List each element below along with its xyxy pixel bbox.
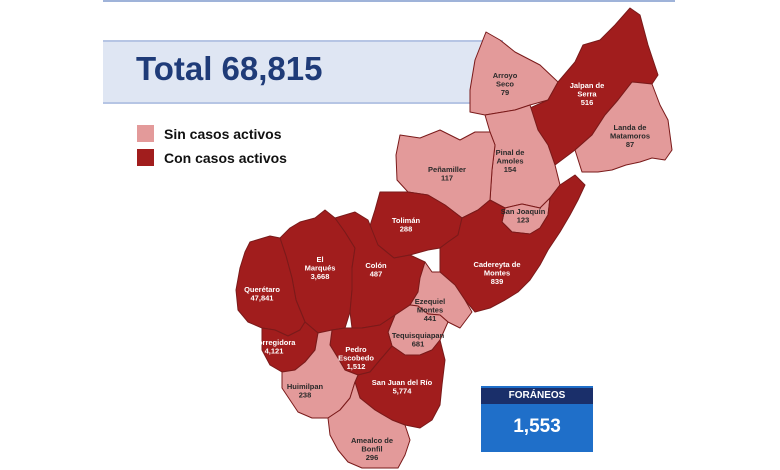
label-muni-7: Cadereyta de Montes 839 bbox=[473, 260, 520, 286]
label-muni-17: Amealco de Bonfil 296 bbox=[351, 436, 393, 462]
label-muni-13: Corregidora 4,121 bbox=[253, 338, 297, 356]
label-muni-3: Pinal de Amoles 154 bbox=[496, 148, 525, 174]
label-muni-4: Peñamiller 117 bbox=[428, 165, 466, 183]
total-banner bbox=[103, 40, 503, 104]
label-muni-12: Tequisquiapan 681 bbox=[392, 331, 445, 349]
legend-label-inactive: Sin casos activos bbox=[164, 125, 282, 142]
legend-item-inactive: Sin casos activos bbox=[137, 125, 282, 142]
label-muni-16: Huimilpan 238 bbox=[287, 382, 324, 400]
label-muni-14: Pedro Escobedo 1,512 bbox=[338, 345, 374, 371]
label-muni-11: Ezequiel Montes 441 bbox=[415, 297, 445, 323]
label-muni-0: Arroyo Seco 79 bbox=[493, 71, 518, 97]
label-muni-8: El Marqués 3,668 bbox=[305, 255, 336, 281]
foraneos-title: FORÁNEOS bbox=[481, 388, 593, 404]
top-rule bbox=[103, 0, 675, 2]
legend-swatch-active bbox=[137, 149, 154, 166]
label-muni-2: Landa de Matamoros 87 bbox=[610, 123, 650, 149]
label-muni-15: San Juan del Río 5,774 bbox=[372, 378, 433, 396]
label-muni-5: San Joaquín 123 bbox=[501, 207, 546, 225]
label-muni-6: Tolimán 288 bbox=[392, 216, 421, 234]
label-muni-9: Colón 487 bbox=[365, 261, 387, 279]
label-muni-10: Querétaro 47,841 bbox=[244, 285, 280, 303]
label-muni-1: Jalpan de Serra 516 bbox=[570, 81, 605, 107]
total-label: Total 68,815 bbox=[136, 50, 323, 87]
foraneos-value: 1,553 bbox=[513, 416, 561, 437]
legend-swatch-inactive bbox=[137, 125, 154, 142]
region-amealco-de-bonfil[interactable] bbox=[327, 381, 411, 469]
foraneos-box: FORÁNEOS 1,553 bbox=[481, 386, 593, 452]
region-huimilpan[interactable] bbox=[281, 329, 359, 419]
region-landa-de-matamoros[interactable] bbox=[574, 81, 673, 173]
legend-item-active: Con casos activos bbox=[137, 149, 287, 166]
legend-label-active: Con casos activos bbox=[164, 149, 287, 166]
